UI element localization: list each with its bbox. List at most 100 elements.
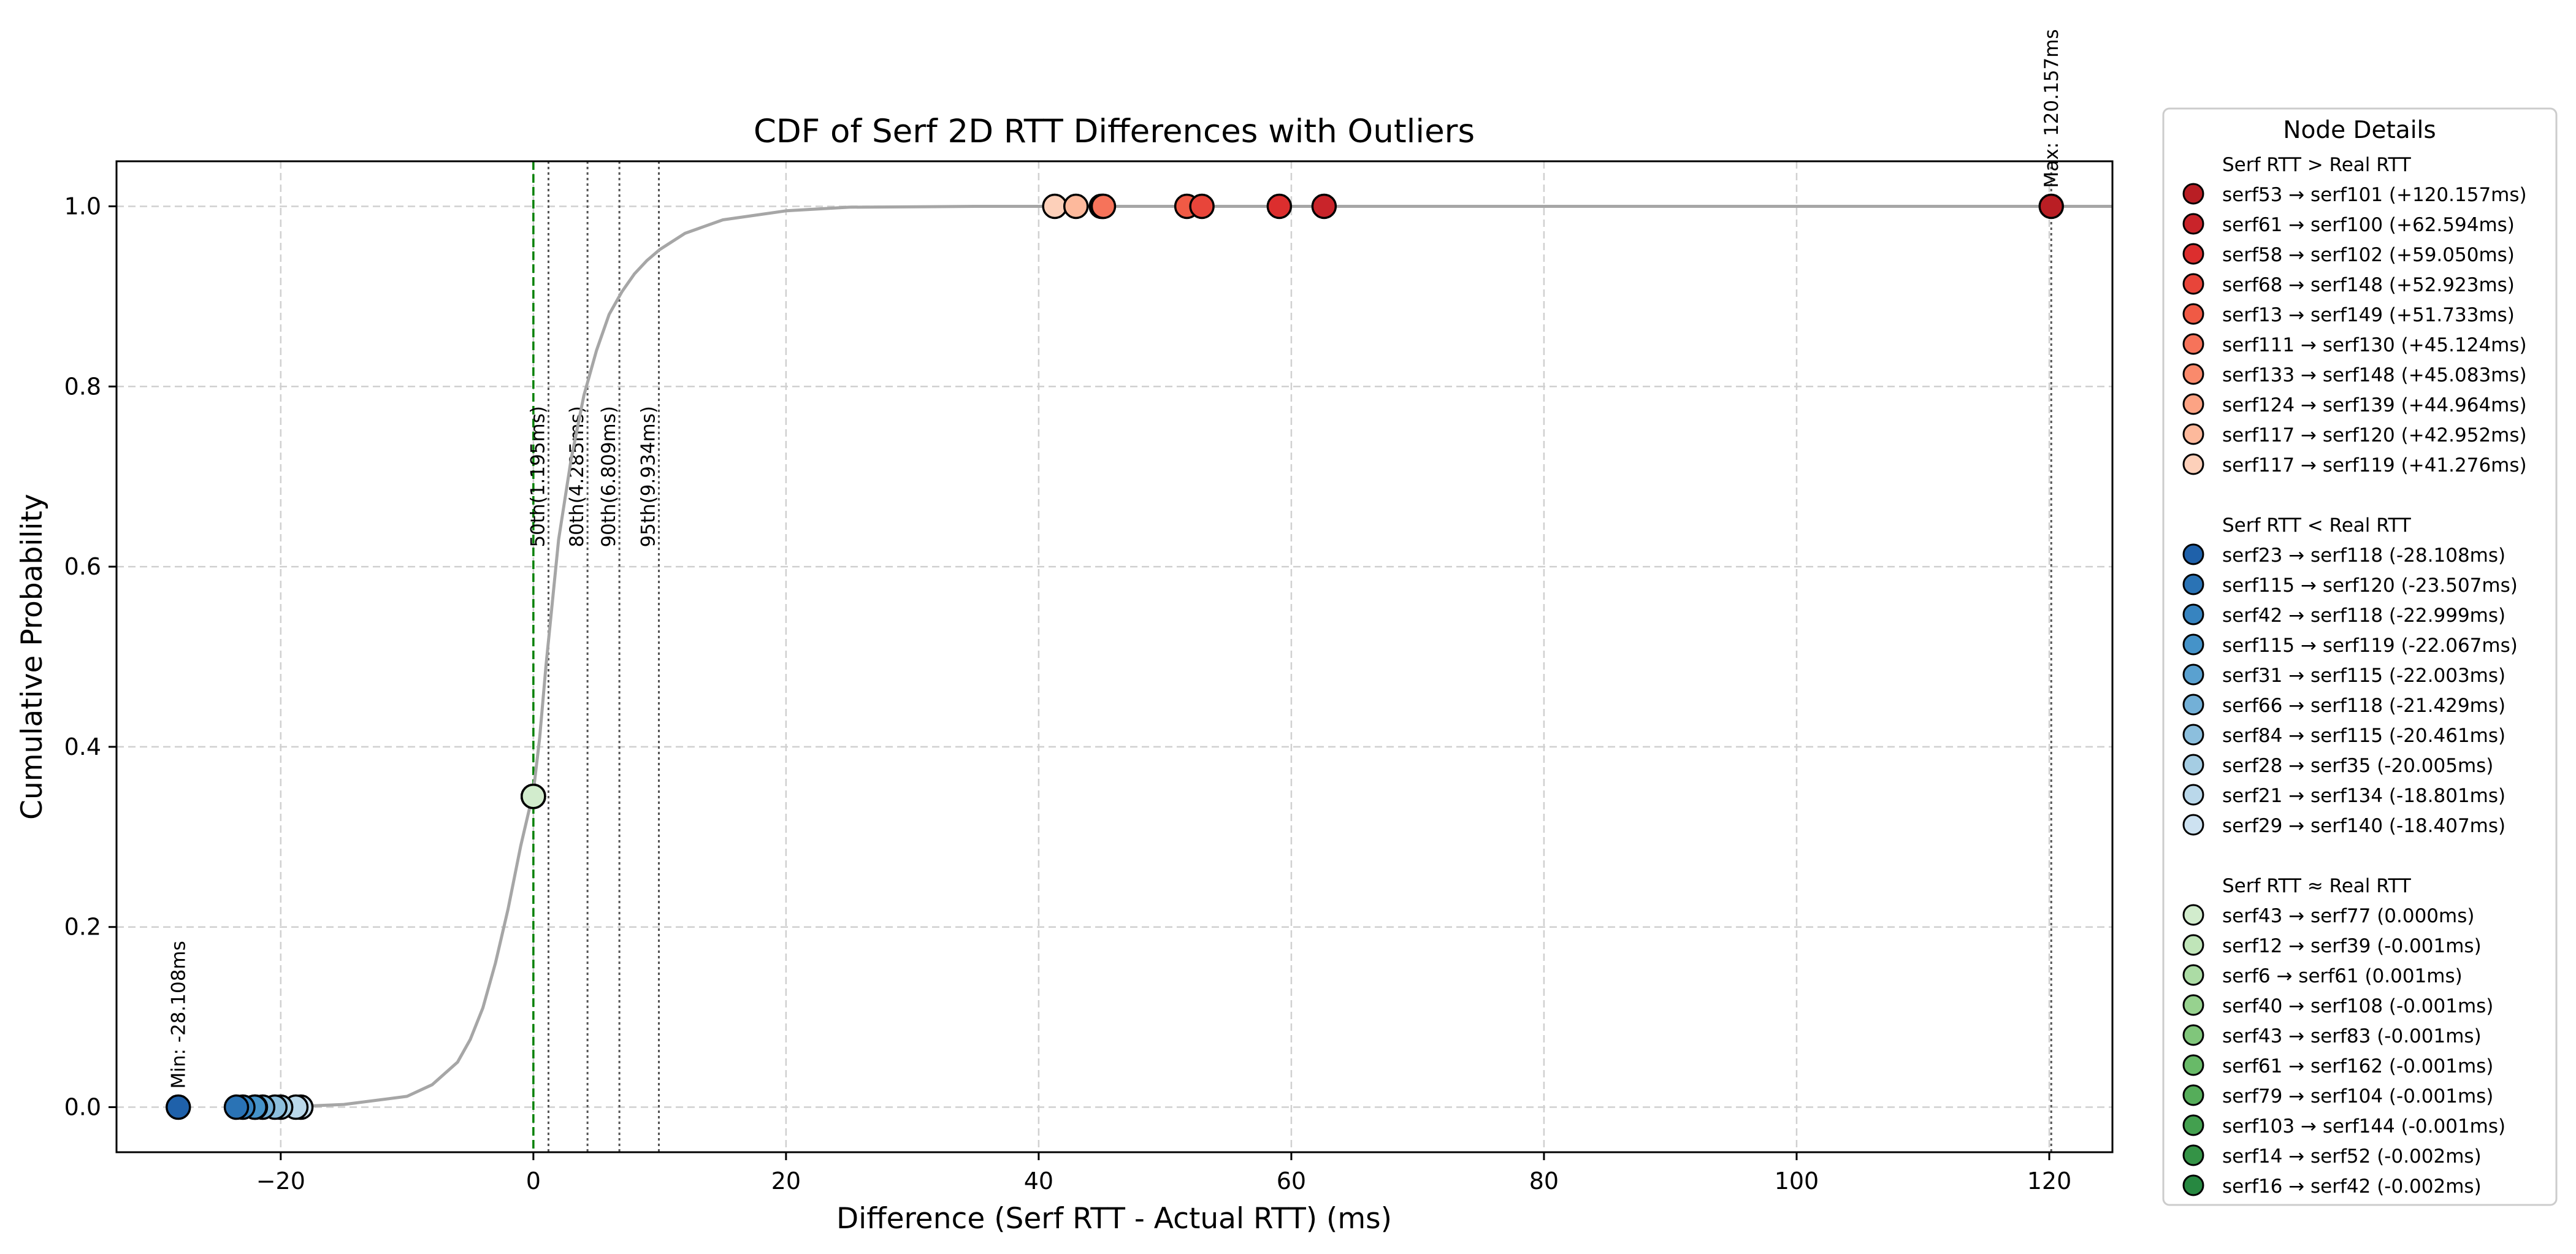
legend-entry: serf61 → serf100 (+62.594ms): [2222, 214, 2515, 236]
legend-entry: serf6 → serf61 (0.001ms): [2222, 965, 2463, 987]
legend-marker: [2182, 333, 2204, 355]
legend-entry: serf28 → serf35 (-20.005ms): [2222, 755, 2493, 777]
legend-marker: [2182, 663, 2204, 686]
legend-entry: serf42 → serf118 (-22.999ms): [2222, 605, 2505, 627]
legend: Node Details Serf RTT > Real RTT serf53 →…: [2162, 107, 2558, 1206]
y-tick-label: 0.4: [64, 733, 101, 760]
extreme-annotation: Min: -28.108ms: [168, 941, 190, 1088]
legend-entry: serf21 → serf134 (-18.801ms): [2222, 785, 2505, 807]
cdf-line-layer: [280, 205, 2112, 1109]
legend-entry: serf117 → serf119 (+41.276ms): [2222, 454, 2527, 476]
x-tick-label: 40: [1024, 1168, 1053, 1195]
legend-marker: [2182, 814, 2204, 836]
legend-entry: serf84 → serf115 (-20.461ms): [2222, 725, 2505, 747]
data-point: [1063, 193, 1089, 220]
legend-marker: [2182, 1114, 2204, 1136]
percentile-label: 95th(9.934ms): [637, 406, 659, 548]
legend-entry: serf40 → serf108 (-0.001ms): [2222, 995, 2493, 1017]
legend-marker: [2182, 363, 2204, 385]
data-point: [2038, 193, 2064, 220]
y-tick-label: 0.8: [64, 373, 101, 400]
y-axis-label: Cumulative Probability: [15, 494, 49, 820]
chart-title: CDF of Serf 2D RTT Differences with Outl…: [754, 113, 1475, 150]
legend-marker: [2182, 633, 2204, 656]
percentile-label: 50th(1.195ms): [527, 406, 549, 548]
legend-marker: [2182, 1174, 2204, 1196]
legend-marker: [2182, 303, 2204, 325]
legend-marker: [2182, 994, 2204, 1016]
grid: [117, 161, 2112, 1152]
y-tick-label: 1.0: [64, 193, 101, 220]
legend-marker: [2182, 904, 2204, 926]
legend-marker: [2182, 273, 2204, 295]
y-axis-ticks: 0.0 0.2 0.4 0.6 0.8 1.0: [64, 193, 117, 1121]
x-tick-label: 0: [526, 1168, 541, 1195]
x-tick-label: 20: [771, 1168, 801, 1195]
legend-entry: serf117 → serf120 (+42.952ms): [2222, 424, 2527, 446]
legend-marker: [2182, 964, 2204, 986]
reference-lines: 50th(1.195ms) 80th(4.285ms) 90th(6.809ms) 9…: [527, 161, 2052, 1152]
legend-entry: serf43 → serf83 (-0.001ms): [2222, 1025, 2482, 1047]
legend-marker: [2182, 213, 2204, 235]
legend-entries: Serf RTT > Real RTT serf53 → serf101 (+12…: [2182, 154, 2527, 1198]
data-point: [521, 783, 546, 809]
legend-frame: [2162, 107, 2558, 1206]
legend-title: Node Details: [2283, 117, 2436, 144]
data-point: [1090, 193, 1117, 220]
legend-entry: serf115 → serf120 (-23.507ms): [2222, 575, 2518, 597]
data-point: [1189, 193, 1215, 220]
legend-marker: [2182, 423, 2204, 445]
data-point: [166, 1094, 191, 1120]
data-point: [1042, 193, 1068, 220]
legend-marker: [2182, 183, 2204, 205]
x-tick-label: 100: [1775, 1168, 1819, 1195]
legend-entry: serf124 → serf139 (+44.964ms): [2222, 394, 2527, 416]
x-axis-label: Difference (Serf RTT - Actual RTT) (ms): [836, 1202, 1392, 1236]
x-tick-label: 120: [2027, 1168, 2072, 1195]
data-points: [166, 193, 2064, 1120]
legend-marker: [2182, 1144, 2204, 1166]
data-point: [1311, 193, 1337, 220]
percentile-label: 90th(6.809ms): [598, 406, 620, 548]
data-point: [223, 1094, 250, 1120]
x-axis-ticks: −20 0 20 40 60 80 100 120: [256, 1152, 2072, 1195]
y-tick-label: 0.6: [64, 553, 101, 580]
legend-group-header: Serf RTT < Real RTT: [2222, 514, 2412, 537]
extreme-annotation: Max: 120.157ms: [2041, 29, 2063, 188]
legend-entry: serf12 → serf39 (-0.001ms): [2222, 935, 2482, 957]
legend-entry: serf79 → serf104 (-0.001ms): [2222, 1085, 2493, 1107]
legend-entry: serf23 → serf118 (-28.108ms): [2222, 545, 2505, 567]
legend-entry: serf61 → serf162 (-0.001ms): [2222, 1055, 2493, 1077]
legend-marker: [2182, 1084, 2204, 1106]
legend-entry: serf58 → serf102 (+59.050ms): [2222, 244, 2515, 266]
plot-frame: [115, 160, 2114, 1153]
legend-entry: serf43 → serf77 (0.000ms): [2222, 905, 2474, 927]
x-tick-label: −20: [256, 1168, 305, 1195]
legend-entry: serf16 → serf42 (-0.002ms): [2222, 1176, 2482, 1198]
legend-marker: [2182, 724, 2204, 746]
legend-entry: serf103 → serf144 (-0.001ms): [2222, 1115, 2505, 1137]
data-point: [1266, 193, 1293, 220]
legend-marker: [2182, 573, 2204, 595]
x-tick-label: 60: [1277, 1168, 1306, 1195]
x-tick-label: 80: [1529, 1168, 1559, 1195]
y-tick-label: 0.2: [64, 914, 101, 941]
legend-entry: serf111 → serf130 (+45.124ms): [2222, 334, 2527, 356]
legend-group-header: Serf RTT > Real RTT: [2222, 154, 2412, 176]
cdf-line: [280, 205, 2112, 1109]
legend-entry: serf133 → serf148 (+45.083ms): [2222, 364, 2527, 386]
legend-entry: serf14 → serf52 (-0.002ms): [2222, 1145, 2482, 1168]
legend-marker: [2182, 243, 2204, 265]
legend-marker: [2182, 603, 2204, 625]
legend-entry: serf68 → serf148 (+52.923ms): [2222, 274, 2515, 296]
legend-entry: serf66 → serf118 (-21.429ms): [2222, 695, 2505, 717]
legend-marker: [2182, 934, 2204, 956]
y-tick-label: 0.0: [64, 1094, 101, 1121]
legend-entry: serf13 → serf149 (+51.733ms): [2222, 304, 2515, 326]
annotations: Min: -28.108ms Max: 120.157ms: [168, 29, 2063, 1089]
legend-marker: [2182, 1054, 2204, 1076]
legend-entry: serf29 → serf140 (-18.407ms): [2222, 815, 2505, 837]
legend-marker: [2182, 694, 2204, 716]
legend-marker: [2182, 543, 2204, 565]
